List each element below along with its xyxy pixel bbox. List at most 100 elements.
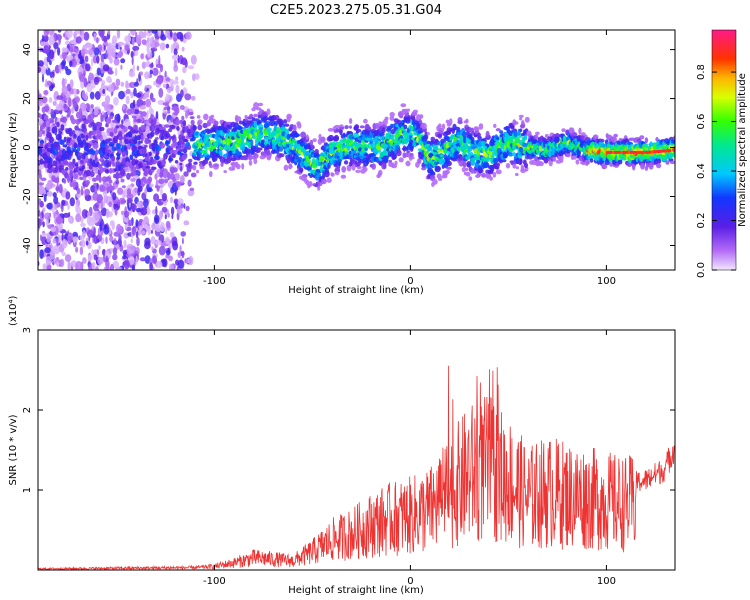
heatmap-cell (629, 150, 633, 154)
heatmap-cell (85, 169, 92, 177)
heatmap-cell (626, 150, 629, 154)
heatmap-cell (114, 208, 118, 216)
heatmap-cell (58, 34, 62, 43)
heatmap-cell (196, 115, 201, 119)
heatmap-cell (105, 255, 109, 262)
heatmap-cell (566, 153, 571, 157)
heatmap-cell (80, 189, 84, 196)
heatmap-cell (432, 179, 438, 185)
heatmap-cell (400, 103, 407, 108)
heatmap-cell (441, 123, 446, 130)
heatmap-cell (45, 256, 52, 266)
heatmap-cell (107, 70, 114, 75)
heatmap-cell (42, 221, 45, 228)
heatmap-cell (110, 185, 115, 191)
heatmap-cell (38, 153, 40, 158)
heatmap-cell (93, 182, 98, 187)
heatmap-cell (68, 97, 72, 108)
heatmap-cell (185, 205, 190, 212)
heatmap-cell (75, 36, 82, 44)
heatmap-cell (219, 150, 223, 157)
heatmap-cell (640, 162, 645, 170)
heatmap-cell (457, 120, 463, 125)
heatmap-cell (203, 149, 208, 154)
y-tick-label: -40 (22, 237, 33, 253)
heatmap-cell (87, 161, 91, 167)
heatmap-cell (236, 152, 241, 156)
heatmap-cell (47, 168, 53, 174)
heatmap-cell (182, 66, 187, 74)
heatmap-cell (117, 41, 124, 46)
heatmap-cell (65, 191, 71, 200)
heatmap-cell (44, 247, 51, 254)
heatmap-cell (138, 140, 143, 144)
heatmap-cell (180, 231, 186, 237)
heatmap-cell (161, 206, 168, 213)
heatmap-cell (107, 138, 113, 142)
heatmap-cell (283, 164, 289, 171)
heatmap-cell (149, 63, 154, 68)
heatmap-cell (61, 148, 66, 156)
heatmap-cell (94, 186, 98, 195)
heatmap-cell (111, 119, 118, 123)
heatmap-cell (179, 245, 182, 253)
heatmap-cell (199, 154, 204, 158)
heatmap-cell (177, 144, 183, 149)
heatmap-cell (165, 236, 170, 245)
heatmap-cell (102, 64, 110, 72)
heatmap-cell (48, 97, 53, 103)
heatmap-cell (38, 138, 40, 142)
heatmap-cell (189, 116, 195, 120)
heatmap-cell (90, 104, 94, 109)
heatmap-cell (136, 118, 142, 123)
heatmap-cell (135, 31, 138, 38)
heatmap-cell (151, 98, 156, 103)
heatmap-cell (196, 169, 199, 174)
heatmap-cell (253, 113, 258, 118)
heatmap-cell (159, 126, 166, 131)
heatmap-cell (59, 110, 63, 115)
heatmap-cell (255, 107, 262, 111)
heatmap-cell (196, 154, 201, 161)
heatmap-cell (324, 170, 330, 178)
heatmap-cell (66, 55, 74, 61)
heatmap-cell (71, 118, 77, 125)
heatmap-cell (166, 87, 172, 94)
heatmap-cell (85, 134, 89, 141)
heatmap-cell (116, 30, 121, 39)
heatmap-cell (95, 129, 101, 136)
heatmap-cell (139, 257, 147, 262)
heatmap-cell (125, 95, 130, 105)
heatmap-cell (61, 50, 68, 60)
heatmap-cell (194, 131, 200, 136)
heatmap-cell (104, 103, 111, 112)
heatmap-cell (384, 116, 389, 121)
heatmap-cell (118, 197, 126, 205)
heatmap-cell (42, 232, 48, 237)
heatmap-cell (647, 150, 650, 154)
heatmap-cell (116, 223, 122, 234)
heatmap-cell (167, 110, 171, 114)
heatmap-cell (150, 235, 156, 245)
heatmap-cell (120, 178, 125, 183)
heatmap-cell (116, 154, 121, 160)
heatmap-cell (197, 124, 203, 131)
heatmap-cell (58, 164, 65, 169)
heatmap-cell (177, 259, 185, 269)
heatmap-cell (38, 182, 45, 186)
heatmap-cell (87, 254, 93, 261)
heatmap-cell (60, 124, 65, 131)
heatmap-cell (175, 84, 180, 94)
heatmap-cell (85, 240, 89, 246)
heatmap-cell (175, 45, 179, 50)
y-tick-label: 40 (22, 43, 33, 56)
heatmap-cell (610, 150, 613, 154)
heatmap-cell (140, 134, 144, 142)
heatmap-cell (419, 114, 424, 119)
heatmap-cell (631, 150, 635, 154)
heatmap-cell (326, 177, 332, 183)
heatmap-cell (202, 159, 209, 165)
heatmap-cell (107, 48, 113, 56)
heatmap-cell (104, 169, 110, 174)
heatmap-cell (69, 139, 76, 146)
